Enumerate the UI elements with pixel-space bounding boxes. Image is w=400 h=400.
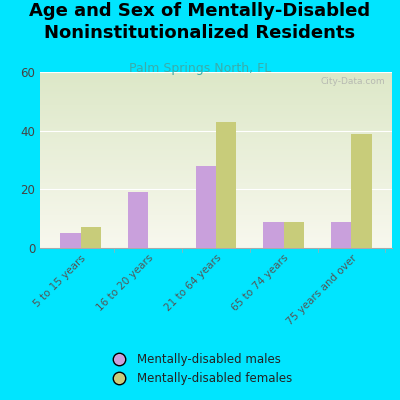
Bar (284, 222, 304, 248)
Bar (128, 192, 148, 248)
Bar (216, 122, 236, 248)
Bar (331, 222, 351, 248)
Bar (81, 228, 101, 248)
Bar (60, 233, 81, 248)
Legend: Mentally-disabled males, Mentally-disabled females: Mentally-disabled males, Mentally-disabl… (103, 349, 297, 390)
Bar (351, 134, 372, 248)
Bar (263, 222, 284, 248)
Bar (196, 166, 216, 248)
Text: Age and Sex of Mentally-Disabled
Noninstitutionalized Residents: Age and Sex of Mentally-Disabled Noninst… (30, 2, 370, 42)
Text: Palm Springs North, FL: Palm Springs North, FL (129, 62, 271, 75)
Text: City-Data.com: City-Data.com (320, 77, 385, 86)
